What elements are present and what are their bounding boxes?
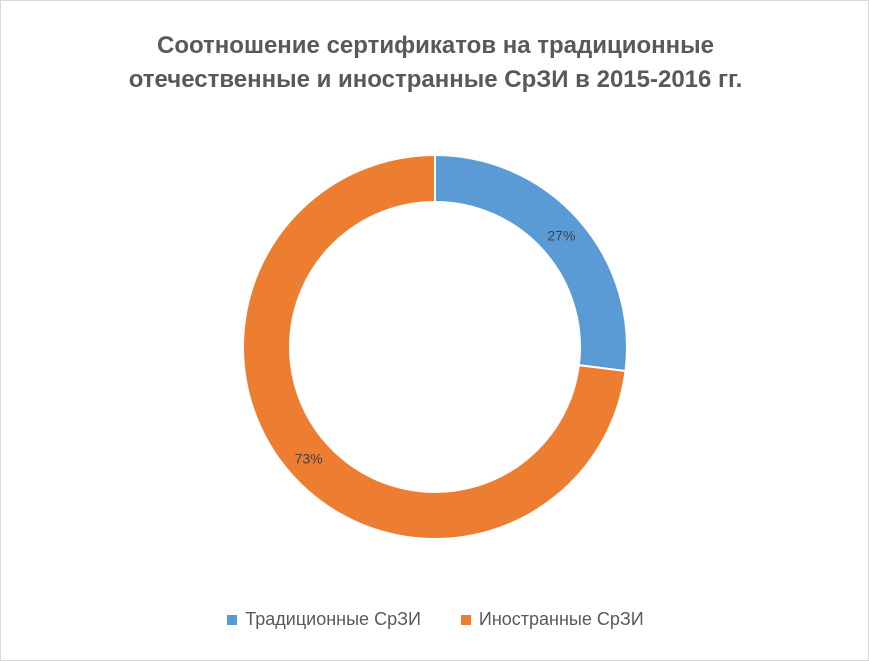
legend-label-2: Иностранные СрЗИ <box>478 609 644 629</box>
slice-value-label-1: 27% <box>547 228 575 244</box>
legend-item-1: Традиционные СрЗИ <box>227 609 421 630</box>
slice-value-label-2: 73% <box>295 450 323 466</box>
donut-slice-1 <box>434 153 628 373</box>
legend-swatch-2 <box>460 614 471 625</box>
chart-legend: Традиционные СрЗИ Иностранные СрЗИ <box>1 609 869 630</box>
donut-slice-2 <box>242 153 627 540</box>
legend-item-2: Иностранные СрЗИ <box>460 609 644 630</box>
chart-title-line-2: отечественные и иностранные СрЗИ в 2015-… <box>128 66 743 93</box>
legend-label-1: Традиционные СрЗИ <box>245 609 421 629</box>
chart-title-line-1: Соотношение сертификатов на традиционные <box>156 32 715 59</box>
chart-title: Соотношение сертификатов на традиционные… <box>1 29 869 97</box>
legend-swatch-1 <box>227 614 238 625</box>
